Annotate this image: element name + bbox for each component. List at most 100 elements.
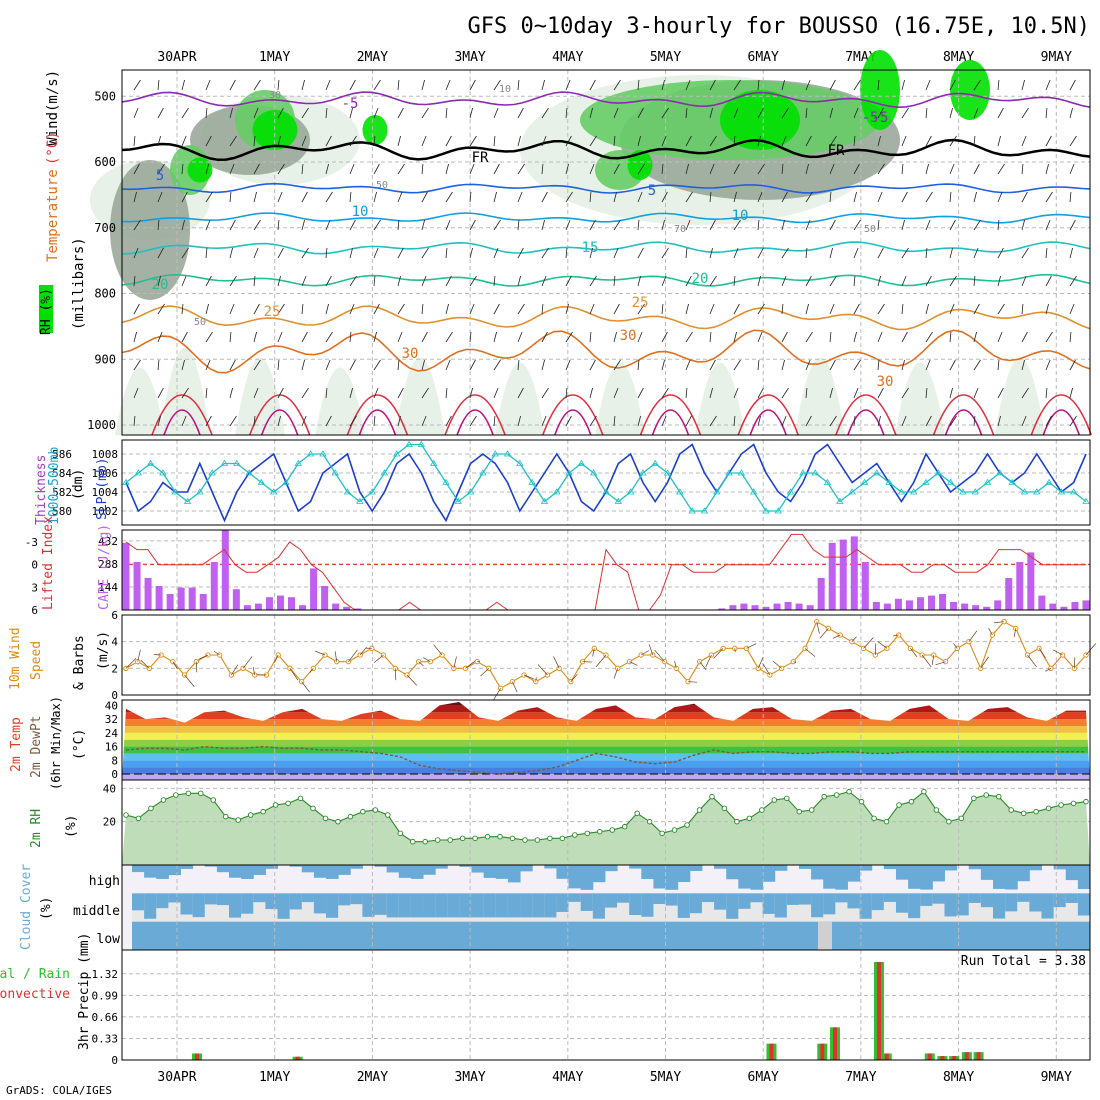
precip-tick: 0: [111, 1054, 118, 1067]
cloud-high: [544, 865, 557, 869]
cloud-middle: [326, 893, 339, 918]
cloud-high: [641, 865, 654, 880]
temperature-contour-label: 10: [732, 208, 749, 224]
wind-barb: [445, 135, 452, 147]
wind-barb: [517, 275, 521, 287]
cloud-high: [301, 865, 315, 873]
wind-barb: [781, 163, 784, 175]
temp-band: [122, 760, 1090, 768]
wind-barb: [253, 331, 257, 343]
wind-barb: [541, 415, 547, 427]
wind-barb: [949, 387, 953, 399]
cloud-low: [883, 921, 897, 950]
wind-barb: [968, 630, 978, 642]
cloud-low: [132, 921, 145, 950]
thickness-marker: [479, 469, 487, 476]
wind-barb: [277, 135, 281, 147]
wind-barb: [349, 415, 357, 427]
cloud-high: [798, 865, 812, 869]
wind-barb: [685, 107, 688, 119]
wind-barb: [181, 275, 187, 287]
wind-barb: [325, 107, 328, 119]
wind-barb: [277, 247, 284, 259]
wind-barb: [685, 415, 692, 427]
wind-barb: [325, 415, 332, 427]
wind-barb: [301, 359, 305, 371]
wind-barb: [565, 331, 573, 343]
cloud-low: [774, 921, 788, 950]
wind-barb: [373, 303, 380, 315]
wind-barb: [901, 219, 905, 231]
temperature-contour: [121, 241, 1091, 255]
upper-temp-label: Temperature: [45, 169, 61, 262]
cloud-low: [1017, 921, 1030, 950]
thickness-tick: 584: [52, 467, 72, 480]
upper-mb-label: (millibars): [71, 237, 87, 330]
cape-bar: [1038, 595, 1046, 610]
wind-barb: [493, 331, 497, 343]
thickness-marker: [146, 459, 155, 466]
cape-bar: [961, 603, 969, 610]
wind-barb: [709, 107, 713, 119]
temp-band: [122, 712, 1090, 720]
cape-bar: [950, 602, 958, 610]
wind-barb: [589, 331, 592, 343]
cape-bar: [894, 598, 902, 610]
cape-tick: 432: [98, 535, 118, 548]
rh-shading: [895, 362, 945, 435]
wind-barb: [877, 191, 883, 203]
cloud-low: [326, 921, 339, 950]
wind-barb: [469, 219, 476, 231]
precip-conv-bar: [976, 1052, 981, 1060]
wind-barb: [949, 191, 952, 203]
wind-barb: [685, 331, 693, 343]
wind-barb: [1021, 191, 1028, 203]
wind-barb: [373, 219, 381, 231]
temperature-contour: [639, 394, 702, 436]
cape-tick: 288: [98, 558, 118, 571]
cloud-middle: [265, 893, 279, 910]
wind-barb: [445, 303, 449, 315]
cloud-middle: [641, 893, 654, 917]
wind-barb: [541, 107, 549, 119]
rh2m-marker: [659, 830, 665, 837]
wind-barb: [805, 219, 811, 231]
rh-contour-label: 70: [674, 224, 686, 235]
wind-barb: [1021, 415, 1027, 427]
wind-barb: [709, 415, 717, 427]
rh2m-marker: [784, 795, 790, 802]
wind-barb: [229, 191, 232, 203]
temp-band: [122, 739, 1090, 747]
cloud-high: [1029, 865, 1042, 871]
rh2m-marker: [173, 792, 179, 798]
wind-barb: [565, 163, 569, 175]
wind-barb: [829, 275, 837, 287]
wind-barb: [181, 415, 187, 427]
cloud-low: [750, 921, 764, 950]
cape-bar: [817, 578, 825, 610]
wind-barb: [757, 275, 761, 287]
wind-barb: [229, 415, 237, 427]
wind-barb: [373, 387, 379, 399]
rh2m-marker: [385, 812, 391, 818]
wind-barb: [205, 303, 209, 315]
rh2m-marker: [971, 795, 977, 802]
cloud-high: [326, 865, 339, 879]
wind-barb: [181, 163, 184, 175]
thickness-line: [125, 443, 1087, 512]
thickness-marker: [959, 488, 967, 495]
wind-barb: [334, 651, 338, 662]
wind-barb: [997, 415, 1001, 427]
date-label-top: 1MAY: [259, 50, 290, 65]
cloud-low: [556, 921, 570, 950]
cloud-low: [1005, 921, 1018, 950]
rh-shading: [315, 367, 365, 435]
cloud-low: [507, 921, 521, 950]
wind-barb: [157, 387, 164, 399]
wind-barb: [205, 107, 208, 119]
wind-barb: [853, 79, 861, 91]
cloud-high: [459, 865, 473, 867]
wind-barb: [901, 303, 904, 315]
wind-barb: [637, 387, 644, 399]
wind-barb: [565, 247, 568, 259]
